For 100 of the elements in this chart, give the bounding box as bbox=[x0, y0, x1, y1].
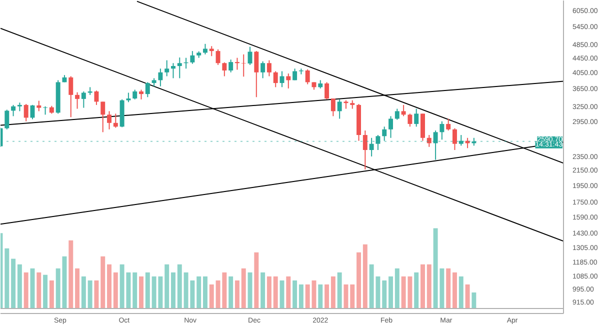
candlestick bbox=[324, 82, 330, 100]
candlestick bbox=[145, 82, 150, 98]
candlestick bbox=[382, 126, 387, 142]
bar bbox=[452, 272, 457, 308]
candlestick bbox=[234, 57, 240, 70]
candlestick bbox=[426, 134, 432, 148]
bar bbox=[292, 280, 298, 308]
candlestick bbox=[164, 60, 170, 77]
candlestick bbox=[452, 128, 457, 150]
candlestick bbox=[280, 70, 284, 88]
bar bbox=[286, 276, 291, 308]
bar bbox=[344, 284, 348, 308]
bar bbox=[465, 284, 470, 308]
candlestick bbox=[132, 89, 138, 100]
bar bbox=[254, 252, 259, 308]
bar bbox=[43, 274, 48, 308]
bar bbox=[356, 252, 362, 308]
bar bbox=[145, 272, 150, 308]
bar bbox=[446, 268, 451, 308]
bar bbox=[241, 268, 246, 308]
bar bbox=[132, 272, 138, 308]
bar bbox=[113, 272, 118, 308]
candlestick bbox=[260, 60, 266, 79]
candlestick bbox=[330, 98, 336, 117]
bar bbox=[209, 284, 214, 308]
bar bbox=[68, 240, 74, 308]
bar bbox=[164, 264, 170, 308]
bar bbox=[24, 272, 28, 308]
bar bbox=[248, 272, 252, 308]
bar bbox=[88, 280, 92, 308]
candlestick bbox=[408, 113, 412, 128]
candlestick bbox=[216, 48, 220, 66]
candlestick bbox=[241, 54, 246, 78]
bar bbox=[94, 280, 99, 308]
bar bbox=[337, 272, 342, 308]
bar bbox=[81, 276, 86, 308]
bar bbox=[17, 264, 22, 308]
candlestick bbox=[458, 134, 464, 146]
bar bbox=[426, 264, 432, 308]
bar bbox=[196, 276, 202, 308]
candlestick bbox=[222, 62, 227, 77]
candlestick bbox=[362, 130, 368, 170]
candlestick bbox=[286, 73, 291, 89]
bar bbox=[324, 284, 330, 308]
candlestick bbox=[337, 98, 342, 120]
bar bbox=[4, 248, 10, 308]
bar bbox=[382, 280, 387, 308]
candlestick bbox=[36, 100, 42, 112]
candlestick bbox=[254, 50, 259, 98]
candlestick bbox=[202, 43, 208, 55]
candlestick bbox=[100, 101, 106, 133]
candlestick bbox=[414, 108, 419, 128]
candlestick bbox=[388, 116, 393, 138]
candlestick bbox=[209, 46, 214, 57]
bar bbox=[362, 244, 368, 308]
bar bbox=[298, 284, 304, 308]
candlestick bbox=[113, 113, 118, 128]
bar bbox=[171, 272, 176, 308]
bar bbox=[11, 258, 16, 308]
bar bbox=[318, 284, 323, 308]
bar bbox=[458, 276, 464, 308]
bar bbox=[100, 256, 106, 308]
bar bbox=[394, 268, 400, 308]
candlestick bbox=[171, 62, 176, 79]
candlestick bbox=[228, 59, 234, 73]
bar bbox=[350, 284, 355, 308]
bar bbox=[228, 276, 234, 308]
candlestick bbox=[433, 130, 438, 160]
bar bbox=[388, 276, 393, 308]
candlestick bbox=[81, 90, 86, 108]
candlestick bbox=[273, 70, 278, 88]
candlestick bbox=[376, 134, 380, 150]
bar bbox=[260, 272, 266, 308]
candlestick bbox=[266, 60, 272, 77]
candlestick bbox=[126, 92, 131, 103]
bar bbox=[49, 280, 54, 308]
bar bbox=[414, 272, 419, 308]
candlestick bbox=[107, 110, 112, 130]
bar bbox=[139, 276, 144, 308]
candlestick bbox=[440, 120, 444, 140]
candlestick bbox=[30, 104, 35, 120]
bar bbox=[177, 264, 182, 308]
bar bbox=[202, 276, 208, 308]
candlestick bbox=[177, 56, 182, 79]
bar bbox=[107, 264, 112, 308]
bar bbox=[266, 276, 272, 308]
candlestick bbox=[24, 104, 28, 122]
bar bbox=[234, 280, 240, 308]
candlestick bbox=[75, 92, 80, 110]
candlestick bbox=[369, 137, 374, 157]
bar bbox=[420, 264, 425, 308]
bar bbox=[30, 268, 35, 308]
bar bbox=[36, 272, 42, 308]
bar bbox=[472, 292, 476, 308]
bar bbox=[330, 276, 336, 308]
candlestick bbox=[305, 68, 310, 85]
bar bbox=[75, 268, 80, 308]
candlestick bbox=[158, 68, 163, 87]
candlestick bbox=[190, 50, 195, 64]
candlestick bbox=[446, 118, 451, 131]
